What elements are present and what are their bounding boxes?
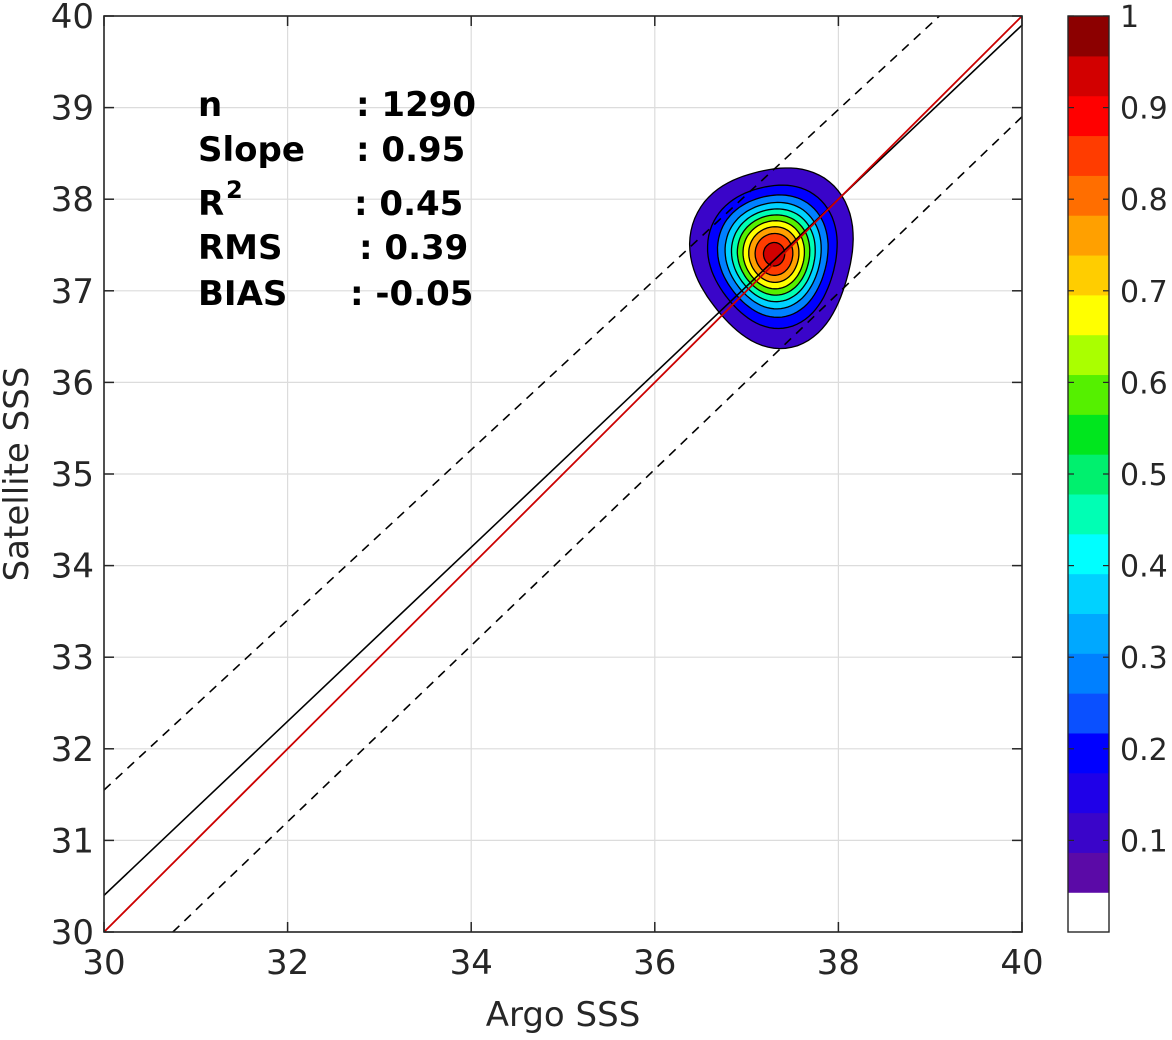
colorbar-tick-label: 0.2 [1120,733,1168,768]
axis-ticks: 30 32 34 36 38 40 30 31 32 33 34 35 36 37 38 39 40 [51,0,1044,983]
colorbar-swatch [1068,653,1109,694]
colorbar-tick-label: 0.3 [1120,641,1168,676]
colorbar-swatch [1068,95,1109,137]
upper-bound-line [104,16,940,791]
stat-label-bias: BIAS [198,274,287,314]
y-tick-label: 31 [51,821,94,861]
stat-value-slope: : 0.95 [356,130,465,170]
stat-label-r2: R [198,184,224,224]
colorbar-swatch [1068,414,1109,455]
colorbar-swatch [1068,812,1109,853]
colorbar-swatch [1068,334,1109,376]
colorbar-swatch [1068,254,1109,296]
y-tick-label: 35 [51,455,94,495]
stat-value-rms: : 0.39 [359,228,468,268]
colorbar-swatch [1068,573,1109,614]
colorbar-swatch [1068,16,1109,57]
colorbar-swatch [1068,215,1109,256]
density-contours [688,167,854,350]
y-tick-label: 32 [51,730,94,770]
colorbar-swatch [1068,454,1109,495]
colorbar-swatch [1068,135,1109,176]
colorbar-swatch [1068,175,1109,216]
colorbar-tick-label: 0.4 [1120,550,1168,585]
stats-annotation: n : 1290 Slope : 0.95 R 2 : 0.45 RMS : 0… [198,85,476,314]
colorbar-tick-label: 0.5 [1120,458,1168,493]
colorbar-tick-label: 1 [1120,0,1139,35]
y-tick-label: 34 [51,547,94,587]
grid [103,15,1023,933]
x-tick-label: 40 [1000,943,1043,983]
colorbar-tick-label: 0.6 [1120,366,1168,401]
y-tick-label: 38 [51,180,94,220]
x-axis-label: Argo SSS [486,995,641,1035]
stat-value-r2: : 0.45 [354,184,463,224]
density-contour-10 [762,241,786,267]
stat-label-slope: Slope [198,130,305,170]
stat-label-n: n [198,85,222,125]
colorbar-swatch [1068,55,1109,97]
y-tick-label: 30 [51,913,94,953]
reference-lines [104,16,1022,932]
x-tick-label: 34 [450,943,493,983]
y-tick-label: 37 [51,272,94,312]
colorbar-swatch [1068,374,1109,415]
fit-line [104,24,1022,896]
y-tick-label: 36 [51,363,94,403]
colorbar-swatch [1068,852,1109,893]
colorbar-tick-label: 0.9 [1120,92,1168,127]
y-tick-label: 39 [51,89,94,129]
x-tick-label: 36 [633,943,676,983]
colorbar: 0.1 0.2 0.3 0.4 0.5 0.6 0.7 0.8 0.9 1 [1067,0,1168,933]
x-tick-label: 38 [817,943,860,983]
stat-label-rms: RMS [198,228,283,268]
y-tick-label: 33 [51,638,94,678]
y-tick-label: 40 [51,0,94,37]
colorbar-tick-label: 0.1 [1120,824,1168,859]
colorbar-swatch [1068,294,1109,336]
colorbar-swatch [1068,693,1109,734]
colorbar-tick-label: 0.8 [1120,183,1168,218]
stat-value-n: : 1290 [356,85,476,125]
colorbar-swatch [1068,732,1109,774]
colorbar-swatch [1068,772,1109,814]
x-tick-label: 30 [82,943,125,983]
colorbar-swatch [1068,892,1109,933]
stat-value-bias: : -0.05 [350,274,473,314]
one-to-one-line [104,16,1022,932]
colorbar-swatch [1068,493,1109,535]
y-axis-label: Satellite SSS [0,367,37,582]
colorbar-tick-label: 0.7 [1120,275,1168,310]
colorbar-swatch [1068,533,1109,575]
x-tick-label: 32 [266,943,309,983]
lower-bound-line [172,116,1022,932]
colorbar-swatch [1068,613,1109,654]
stat-label-r2-superscript: 2 [226,176,243,204]
